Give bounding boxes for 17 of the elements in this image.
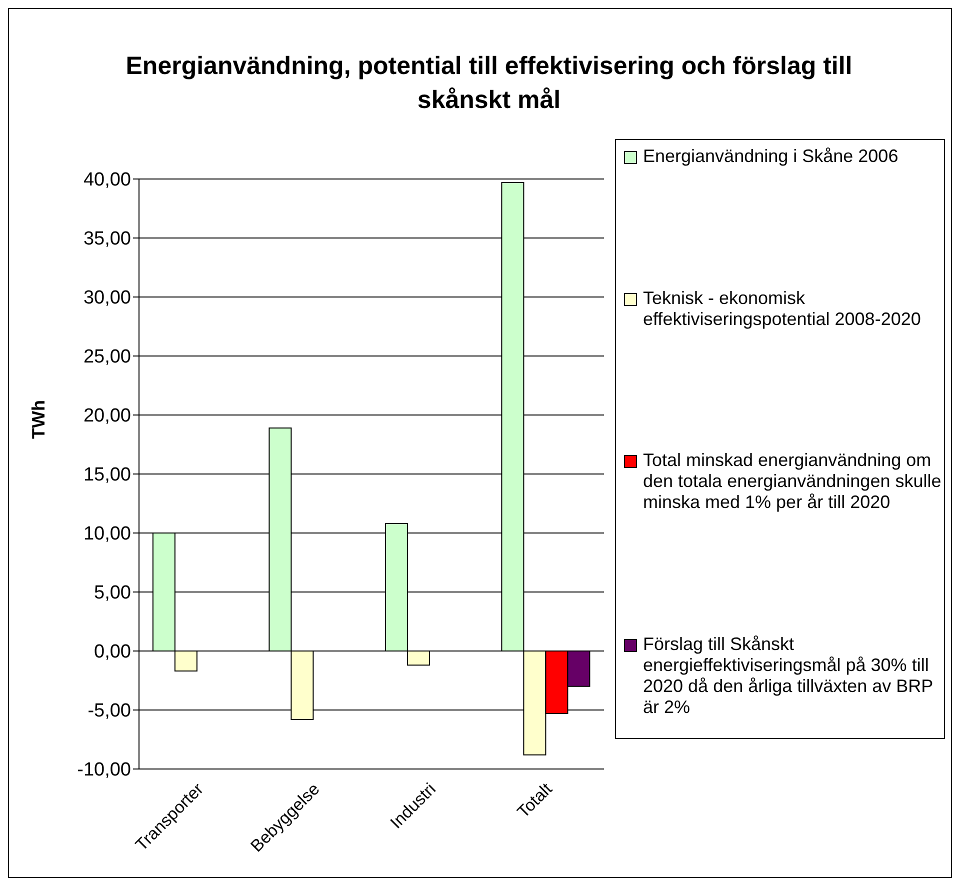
y-tick-label: 35,00 [83, 228, 131, 250]
legend-label: Teknisk - ekonomisk effektiviseringspotential 2008-2020 [643, 288, 922, 330]
y-tick-label: 20,00 [83, 406, 131, 427]
y-tick-label: 0,00 [94, 642, 131, 663]
y-tick-label: 5,00 [94, 582, 131, 604]
y-tick-label: -5,00 [88, 700, 131, 722]
y-tick-label: 10,00 [83, 524, 131, 545]
y-tick-label: -10,00 [77, 760, 131, 781]
legend-label: Total minskad energianvändning om den totala energianvändningen skulle minska med 1% per år till 2020 [643, 450, 942, 514]
y-axis-title: TWh [28, 399, 50, 441]
y-tick-label: 25,00 [83, 346, 131, 368]
y-tick-label: 15,00 [83, 464, 131, 486]
y-tick-label: 30,00 [83, 288, 131, 309]
y-tick-label: 40,00 [83, 170, 131, 191]
chart-title: Energianvändning, potential till effektivisering och förslag till skånskt mål [124, 51, 854, 116]
legend-label: Energianvändning i Skåne 2006 [643, 146, 898, 167]
legend-label: Förslag till Skånskt energieffektiviseringsmål på 30% till 2020 då den årliga tillväxten av BRP är 2% [643, 634, 934, 718]
